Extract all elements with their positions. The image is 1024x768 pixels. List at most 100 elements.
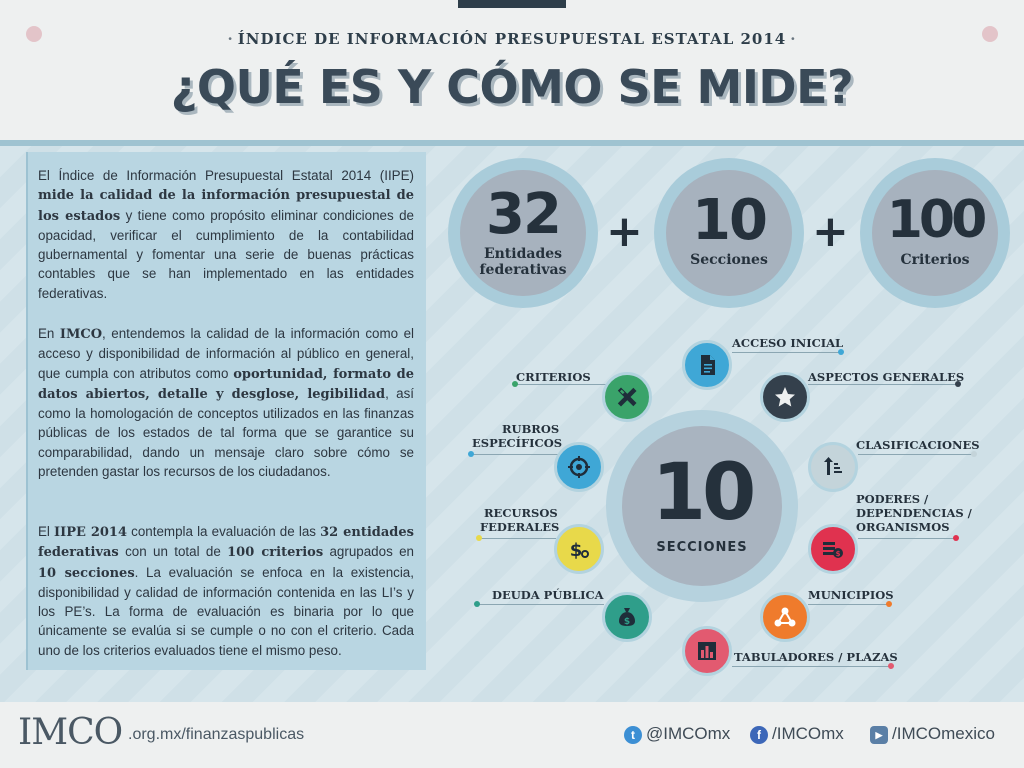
description-panel: El Índice de Información Presupuestal Es… — [26, 152, 426, 670]
stat-label: Entidades — [483, 246, 563, 262]
top-accent-bar — [458, 0, 566, 8]
stat-label: Secciones — [690, 252, 768, 268]
stat-label: Criterios — [900, 252, 970, 268]
leader-dot — [955, 381, 961, 387]
section-label-acceso-inicial: ACCESO INICIAL — [732, 336, 844, 350]
stat-secciones: 10 Secciones — [666, 170, 792, 296]
section-label-recursos: RECURSOS — [484, 506, 558, 520]
stat-criterios: 100 Criterios — [872, 170, 998, 296]
section-label-clasificaciones: CLASIFICACIONES — [856, 438, 980, 452]
text-run: , así como la homologación de conceptos … — [38, 385, 414, 480]
decorative-dot-left — [26, 26, 42, 42]
leader-dot — [953, 535, 959, 541]
text-bold: 100 criterios — [227, 545, 324, 561]
stat-number: 32 — [486, 182, 562, 247]
section-label-aspectos-generales: ASPECTOS GENERALES — [808, 370, 965, 384]
text-run: con un total de — [118, 544, 228, 560]
text-bold: IMCO — [59, 327, 103, 342]
center-number: 10 — [651, 448, 757, 538]
leader-dot — [476, 535, 482, 541]
leader-line — [808, 384, 958, 385]
leader-dot — [474, 601, 480, 607]
network-icon — [760, 592, 810, 642]
text-bold: IIPE 2014 — [54, 525, 128, 540]
subtitle-text: ÍNDICE DE INFORMACIÓN PRESUPUESTAL ESTAT… — [237, 30, 787, 48]
footer — [0, 702, 1024, 768]
svg-text:$: $ — [836, 550, 841, 558]
bar-chart-icon — [682, 626, 732, 676]
section-label-especificos: ESPECÍFICOS — [472, 436, 563, 450]
subtitle-separator: · — [227, 30, 234, 48]
section-label-dependencias: DEPENDENCIAS / — [856, 506, 972, 520]
leader-dot — [886, 601, 892, 607]
section-label-poderes: PODERES / — [856, 492, 929, 506]
sort-icon — [808, 442, 858, 492]
text-bold: mide la calidad de la información presup… — [38, 188, 414, 224]
plus-sign: + — [812, 206, 849, 257]
section-label-municipios: MUNICIPIOS — [808, 588, 894, 602]
leader-dot — [888, 663, 894, 669]
text-run: El Índice de Información Presupuestal Es… — [38, 168, 414, 183]
leader-line — [808, 604, 890, 605]
ruler-pencil-icon — [602, 372, 652, 422]
text-bold: 10 secciones — [38, 565, 135, 581]
section-label-tabuladores: TABULADORES / PLAZAS — [734, 650, 898, 664]
panel-edge — [26, 152, 28, 670]
coins-icon: $ — [808, 524, 858, 574]
leader-line — [516, 384, 606, 385]
facebook-link[interactable]: /IMCOmx — [772, 724, 844, 743]
center-circle — [622, 426, 782, 586]
document-icon — [682, 340, 732, 390]
twitter-link[interactable]: @IMCOmx — [646, 724, 731, 743]
facebook-icon[interactable]: f — [750, 726, 768, 744]
svg-text:$: $ — [624, 617, 630, 627]
section-label-federales: FEDERALES — [480, 520, 560, 534]
svg-text:$: $ — [570, 540, 583, 561]
text-bold: oportunidad, formato de datos abiertos, … — [38, 366, 414, 402]
page-title: ¿QUÉ ES Y CÓMO SE MIDE? — [170, 60, 854, 114]
paragraph-definition: El Índice de Información Presupuestal Es… — [38, 166, 414, 303]
header-divider — [0, 140, 1024, 146]
paragraph-evaluation: El IIPE 2014 contempla la evaluación de … — [38, 522, 414, 660]
stat-number: 100 — [886, 190, 988, 250]
youtube-icon[interactable]: ▶ — [870, 726, 888, 744]
website-link[interactable]: .org.mx/finanzaspublicas — [128, 726, 305, 743]
leader-line — [732, 352, 840, 353]
leader-line — [858, 538, 956, 539]
twitter-icon[interactable]: t — [624, 726, 642, 744]
text-run: y tiene como propósito eliminar condicio… — [38, 207, 414, 301]
center-label: SECCIONES — [656, 540, 748, 555]
star-icon — [760, 372, 810, 422]
header: · ÍNDICE DE INFORMACIÓN PRESUPUESTAL ESTA… — [0, 0, 1024, 140]
youtube-link[interactable]: /IMCOmexico — [892, 724, 995, 743]
subtitle-separator: · — [790, 30, 797, 48]
leader-line — [476, 604, 604, 605]
leader-dot — [512, 381, 518, 387]
section-label-criterios: CRITERIOS — [516, 370, 591, 384]
stat-label: federativas — [479, 262, 567, 278]
page-subtitle: · ÍNDICE DE INFORMACIÓN PRESUPUESTAL ESTA… — [0, 30, 1024, 48]
text-run: , entendemos la calidad de la informació… — [38, 326, 414, 381]
text-run: agrupados en — [323, 544, 415, 560]
section-label-rubros: RUBROS — [502, 422, 560, 436]
leader-line — [472, 454, 558, 455]
decorative-dot-right — [982, 26, 998, 42]
plus-sign: + — [606, 206, 643, 257]
leader-dot — [838, 349, 844, 355]
text-run: . La evaluación se enfoca en la existenc… — [38, 564, 414, 658]
leader-line — [732, 666, 892, 667]
text-bold: 32 entidades federativas — [38, 525, 414, 561]
section-label-organismos: ORGANISMOS — [856, 520, 950, 534]
leader-dot — [468, 451, 474, 457]
text-run: contempla la evaluación de las — [127, 524, 321, 539]
section-label-deuda: DEUDA PÚBLICA — [492, 588, 604, 602]
dollar-coin-icon: $ — [554, 524, 604, 574]
stat-number: 10 — [692, 188, 768, 253]
text-run: El — [38, 524, 55, 539]
money-bag-icon: $ — [602, 592, 652, 642]
imco-logo: IMCO — [18, 712, 123, 753]
leader-line — [858, 454, 974, 455]
text-run: En — [38, 326, 60, 341]
paragraph-quality: En IMCO, entendemos la calidad de la inf… — [38, 324, 414, 481]
leader-line — [480, 538, 556, 539]
